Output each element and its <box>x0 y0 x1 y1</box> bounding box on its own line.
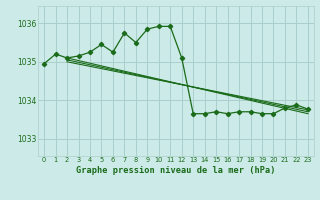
X-axis label: Graphe pression niveau de la mer (hPa): Graphe pression niveau de la mer (hPa) <box>76 166 276 175</box>
